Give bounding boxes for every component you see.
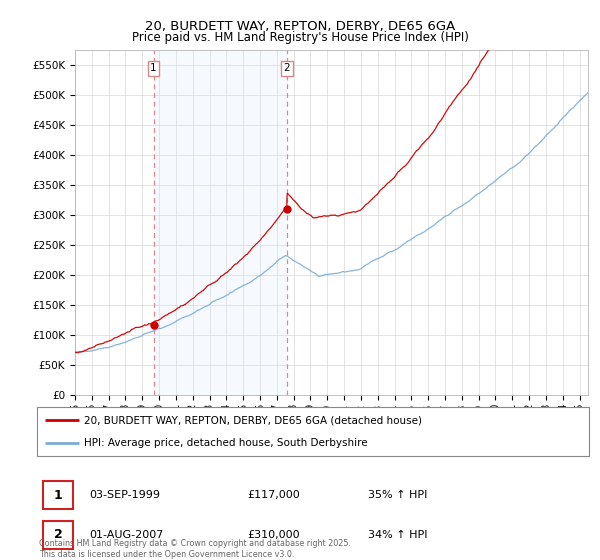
Text: 35% ↑ HPI: 35% ↑ HPI [368, 490, 428, 500]
Text: 20, BURDETT WAY, REPTON, DERBY, DE65 6GA: 20, BURDETT WAY, REPTON, DERBY, DE65 6GA [145, 20, 455, 32]
Bar [154, 50, 287, 395]
Text: 20, BURDETT WAY, REPTON, DERBY, DE65 6GA (detached house): 20, BURDETT WAY, REPTON, DERBY, DE65 6GA… [84, 416, 422, 426]
Text: 2: 2 [283, 63, 290, 73]
Text: 2: 2 [53, 528, 62, 541]
FancyBboxPatch shape [43, 481, 73, 509]
Text: Price paid vs. HM Land Registry's House Price Index (HPI): Price paid vs. HM Land Registry's House … [131, 31, 469, 44]
Text: HPI: Average price, detached house, South Derbyshire: HPI: Average price, detached house, Sout… [84, 438, 368, 448]
Text: 1: 1 [53, 489, 62, 502]
Text: 03-SEP-1999: 03-SEP-1999 [89, 490, 161, 500]
FancyBboxPatch shape [37, 407, 589, 456]
Text: 1: 1 [150, 63, 157, 73]
FancyBboxPatch shape [43, 520, 73, 549]
Text: 01-AUG-2007: 01-AUG-2007 [89, 530, 164, 540]
Text: £310,000: £310,000 [247, 530, 299, 540]
Text: £117,000: £117,000 [247, 490, 300, 500]
Text: 34% ↑ HPI: 34% ↑ HPI [368, 530, 428, 540]
Text: Contains HM Land Registry data © Crown copyright and database right 2025.
This d: Contains HM Land Registry data © Crown c… [39, 539, 351, 559]
